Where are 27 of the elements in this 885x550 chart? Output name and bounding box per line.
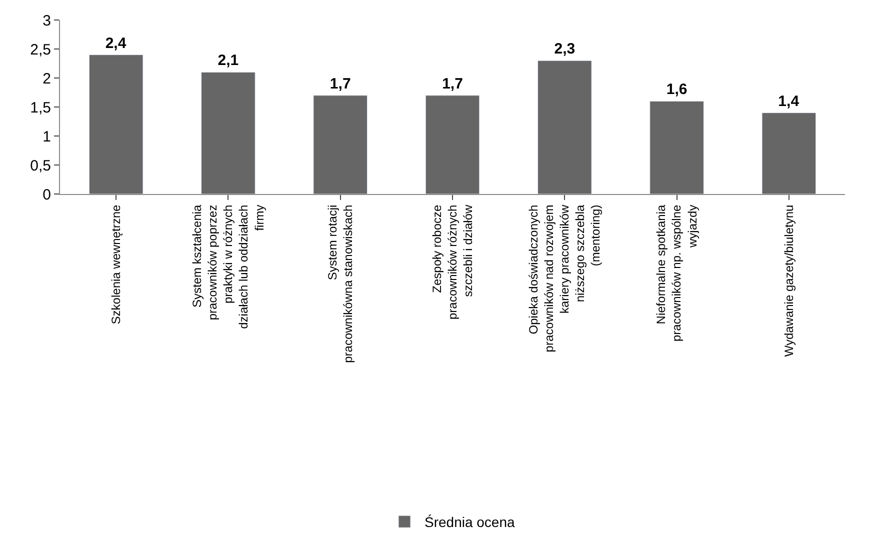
y-tick-label: 2	[42, 70, 51, 88]
data-label: 2,3	[554, 40, 576, 58]
data-label: 1,7	[442, 75, 463, 92]
x-tick-label: Opieka doświadczonych pracowników nad rozwojem kariery pracowników niższego szczebla (mentoring)	[526, 204, 603, 352]
x-tick-label: Nieformalne spotkania pracowników np. wspólne wyjazdy	[654, 204, 700, 342]
bar	[762, 112, 816, 194]
data-label: 1,4	[778, 92, 800, 110]
bar	[88, 54, 144, 194]
y-tick-label: 1,5	[30, 99, 51, 116]
y-tick-label: 0	[42, 186, 51, 204]
bar	[425, 95, 480, 194]
bar	[650, 100, 704, 194]
data-label: 1,7	[330, 75, 351, 92]
data-label: 2,1	[218, 52, 239, 70]
x-tick-label: Wydawanie gazety/biuletynu	[782, 204, 796, 357]
data-label: 1,6	[666, 81, 688, 98]
legend-label: Średnia ocena	[424, 514, 516, 530]
y-tick-label: 2,5	[30, 41, 51, 58]
y-tick-label: 3	[42, 12, 51, 30]
x-tick-label: Szkolenia wewnętrzne	[108, 204, 123, 324]
y-tick-label: 1	[42, 128, 51, 146]
y-tick-label: 0,5	[30, 157, 51, 174]
data-label: 2,4	[105, 34, 127, 52]
x-tick-label: System kształcenia pracowników poprzez praktyki w różnych działach lub oddziałach firmy	[190, 204, 266, 329]
bar	[313, 95, 368, 194]
bar	[537, 60, 592, 194]
bar	[201, 72, 256, 194]
